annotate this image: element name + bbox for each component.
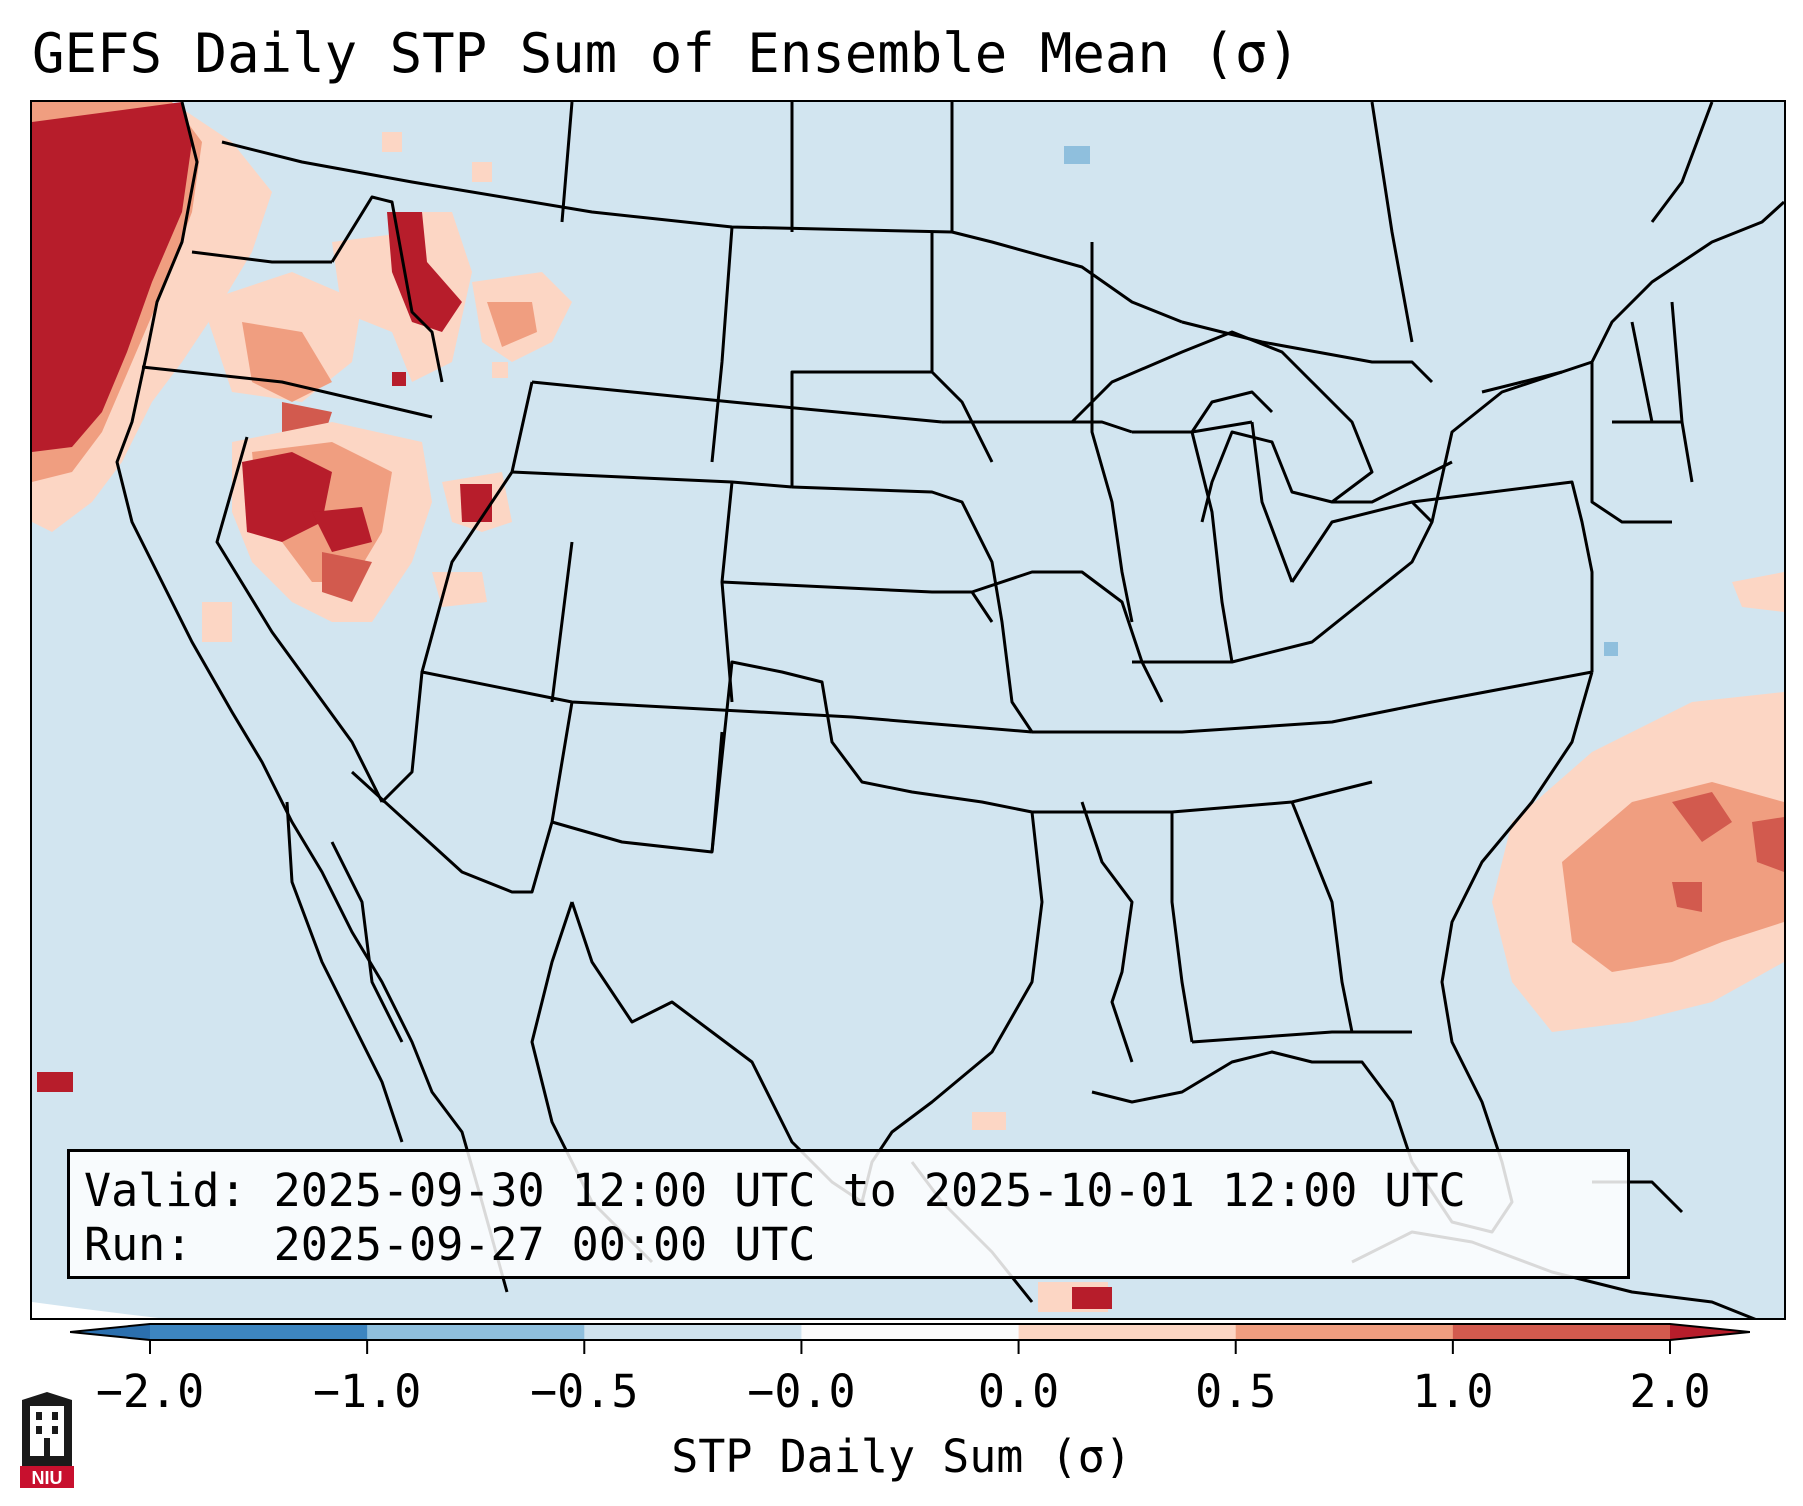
map-canvas: [32, 102, 1784, 1318]
colorbar-tick-label: −0.5: [530, 1365, 639, 1418]
colorbar-tick-label: −2.0: [95, 1365, 205, 1418]
valid-run-info-box: Valid: 2025-09-30 12:00 UTC to 2025-10-0…: [67, 1149, 1630, 1279]
colorbar-segment: [1452, 1324, 1671, 1340]
colorbar-segment: [584, 1324, 802, 1340]
anomaly-western-atlantic: [1492, 572, 1784, 1032]
colorbar-segment: [801, 1324, 1020, 1340]
colorbar-tick-label: 0.5: [1195, 1365, 1277, 1418]
colorbar-label: STP Daily Sum (σ): [671, 1430, 1132, 1483]
valid-time-text: Valid: 2025-09-30 12:00 UTC to 2025-10-0…: [84, 1164, 1466, 1217]
run-time-text: Run: 2025-09-27 00:00 UTC: [84, 1218, 816, 1271]
colorbar-tick-label: −1.0: [312, 1365, 422, 1418]
chart-title: GEFS Daily STP Sum of Ensemble Mean (σ): [32, 22, 1300, 85]
colorbar-border: [70, 1323, 1750, 1341]
anomaly-pacific-northwest: [32, 102, 572, 532]
anomaly-caribbean-max: [1072, 1287, 1112, 1309]
negative-spot-canada: [1064, 146, 1090, 164]
colorbar-tick-label: 2.0: [1629, 1365, 1711, 1418]
colorbar-segment: [1235, 1324, 1454, 1340]
colorbar-over-arrow: [1670, 1324, 1750, 1340]
anomaly-gulf-spot: [972, 1112, 1006, 1130]
colorbar-under-arrow: [70, 1324, 150, 1340]
niu-logo: NIU: [20, 1392, 74, 1488]
map-field: [32, 102, 1784, 1318]
anomaly-pacific-spot: [37, 1072, 73, 1092]
map-panel: [30, 100, 1786, 1320]
colorbar-segments: [150, 1324, 1671, 1340]
anomaly-great-basin: [202, 362, 512, 642]
logo-text: NIU: [32, 1468, 63, 1488]
colorbar-segment: [1018, 1324, 1237, 1340]
state-borders: [115, 102, 1784, 1318]
colorbar-segment: [367, 1324, 585, 1340]
colorbar: [70, 1323, 1750, 1354]
negative-spot-atlantic: [1604, 642, 1618, 656]
colorbar-ticks: [149, 1340, 1671, 1354]
colorbar-tick-label: 1.0: [1412, 1365, 1494, 1418]
colorbar-tick-label: −0.0: [747, 1365, 856, 1418]
colorbar-tick-label: 0.0: [977, 1365, 1060, 1418]
colorbar-segment: [150, 1324, 368, 1340]
